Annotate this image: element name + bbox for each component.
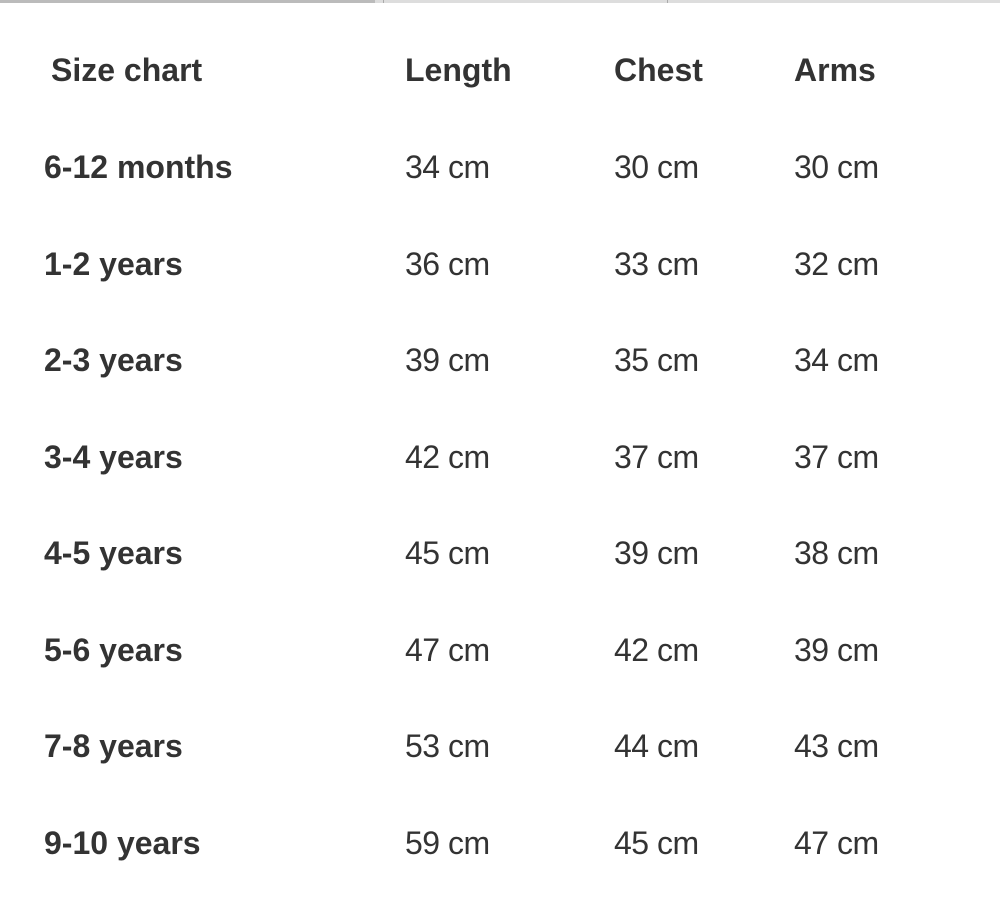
arms-cell: 37 cm <box>794 438 879 475</box>
arms-cell: 47 cm <box>794 824 879 861</box>
table-row: 3-4 years 42 cm 37 cm 37 cm <box>0 437 1000 477</box>
chest-cell: 39 cm <box>614 535 699 571</box>
table-row: 6-12 months 34 cm 30 cm 30 cm <box>0 147 1000 187</box>
length-cell: 34 cm <box>405 149 490 185</box>
size-cell: 2-3 years <box>44 342 183 378</box>
table-row: 9-10 years 59 cm 45 cm 47 cm <box>0 823 1000 863</box>
table-row: 1-2 years 36 cm 33 cm 32 cm <box>0 244 1000 284</box>
top-border-divider <box>667 0 668 3</box>
chest-cell: 37 cm <box>614 438 699 475</box>
arms-cell: 34 cm <box>794 342 879 378</box>
size-cell: 3-4 years <box>44 438 183 475</box>
header-arms: Arms <box>794 52 876 88</box>
arms-cell: 32 cm <box>794 245 879 282</box>
arms-cell: 38 cm <box>794 535 879 571</box>
length-cell: 59 cm <box>405 824 490 861</box>
chest-cell: 45 cm <box>614 824 699 861</box>
length-cell: 53 cm <box>405 728 490 764</box>
table-row: 2-3 years 39 cm 35 cm 34 cm <box>0 340 1000 380</box>
size-cell: 7-8 years <box>44 728 183 764</box>
top-border-divider <box>383 0 384 3</box>
header-size-chart: Size chart <box>51 52 203 88</box>
size-cell: 6-12 months <box>44 149 233 185</box>
length-cell: 42 cm <box>405 438 490 475</box>
length-cell: 39 cm <box>405 342 490 378</box>
arms-cell: 43 cm <box>794 728 879 764</box>
length-cell: 45 cm <box>405 535 490 571</box>
chest-cell: 33 cm <box>614 245 699 282</box>
header-length: Length <box>405 52 512 88</box>
arms-cell: 30 cm <box>794 149 879 185</box>
chest-cell: 35 cm <box>614 342 699 378</box>
table-row: 5-6 years 47 cm 42 cm 39 cm <box>0 630 1000 670</box>
size-cell: 1-2 years <box>44 245 183 282</box>
length-cell: 36 cm <box>405 245 490 282</box>
chest-cell: 44 cm <box>614 728 699 764</box>
table-row: 4-5 years 45 cm 39 cm 38 cm <box>0 533 1000 573</box>
chest-cell: 30 cm <box>614 149 699 185</box>
table-header-row: Size chart Length Chest Arms <box>0 50 1000 90</box>
chest-cell: 42 cm <box>614 631 699 668</box>
arms-cell: 39 cm <box>794 631 879 668</box>
size-cell: 5-6 years <box>44 631 183 668</box>
size-cell: 4-5 years <box>44 535 183 571</box>
header-chest: Chest <box>614 52 703 88</box>
length-cell: 47 cm <box>405 631 490 668</box>
top-border <box>0 0 1000 3</box>
size-cell: 9-10 years <box>44 824 201 861</box>
top-border-segment <box>0 0 375 3</box>
table-row: 7-8 years 53 cm 44 cm 43 cm <box>0 726 1000 766</box>
